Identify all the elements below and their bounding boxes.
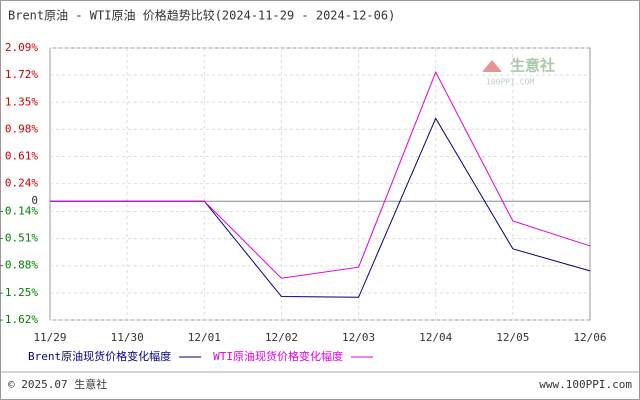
series-line — [50, 70, 591, 279]
y-tick-label: -1.62% — [0, 313, 38, 326]
watermark-icon — [482, 60, 502, 72]
y-tick-label: -0.14% — [0, 204, 38, 217]
x-tick-label: 11/30 — [111, 331, 144, 344]
y-tick-label: 1.35% — [5, 95, 38, 108]
y-tick-label: 1.72% — [5, 68, 38, 81]
watermark-name: 生意社 — [510, 57, 555, 75]
x-tick-label: 12/01 — [188, 331, 221, 344]
legend-label: Brent原油现货价格变化幅度 — [28, 349, 171, 363]
legend-label: WTI原油现货价格变化幅度 — [213, 349, 343, 363]
y-tick-label: 0 — [31, 194, 38, 207]
x-tick-label: 12/06 — [573, 331, 606, 344]
watermark: 生意社 100PPI.COM — [482, 57, 555, 87]
y-tick-label: 0.24% — [5, 177, 38, 190]
watermark-site: 100PPI.COM — [486, 78, 534, 87]
x-tick-label: 12/05 — [496, 331, 529, 344]
chart-title: Brent原油 - WTI原油 价格趋势比较(2024-11-29 - 2024… — [8, 8, 395, 23]
x-tick-label: 12/03 — [342, 331, 375, 344]
y-tick-label: 0.61% — [5, 150, 38, 163]
y-tick-label: 0.98% — [5, 122, 38, 135]
x-tick-label: 11/29 — [33, 331, 66, 344]
y-tick-label: -0.51% — [0, 232, 38, 245]
x-tick-label: 12/04 — [419, 331, 452, 344]
x-tick-label: 12/02 — [265, 331, 298, 344]
footer-right: www.100PPI.com — [539, 378, 632, 391]
y-tick-label: -0.88% — [0, 259, 38, 272]
footer-left: © 2025.07 生意社 — [8, 377, 107, 391]
y-tick-label: -1.25% — [0, 286, 38, 299]
y-tick-label: 2.09% — [5, 41, 38, 54]
